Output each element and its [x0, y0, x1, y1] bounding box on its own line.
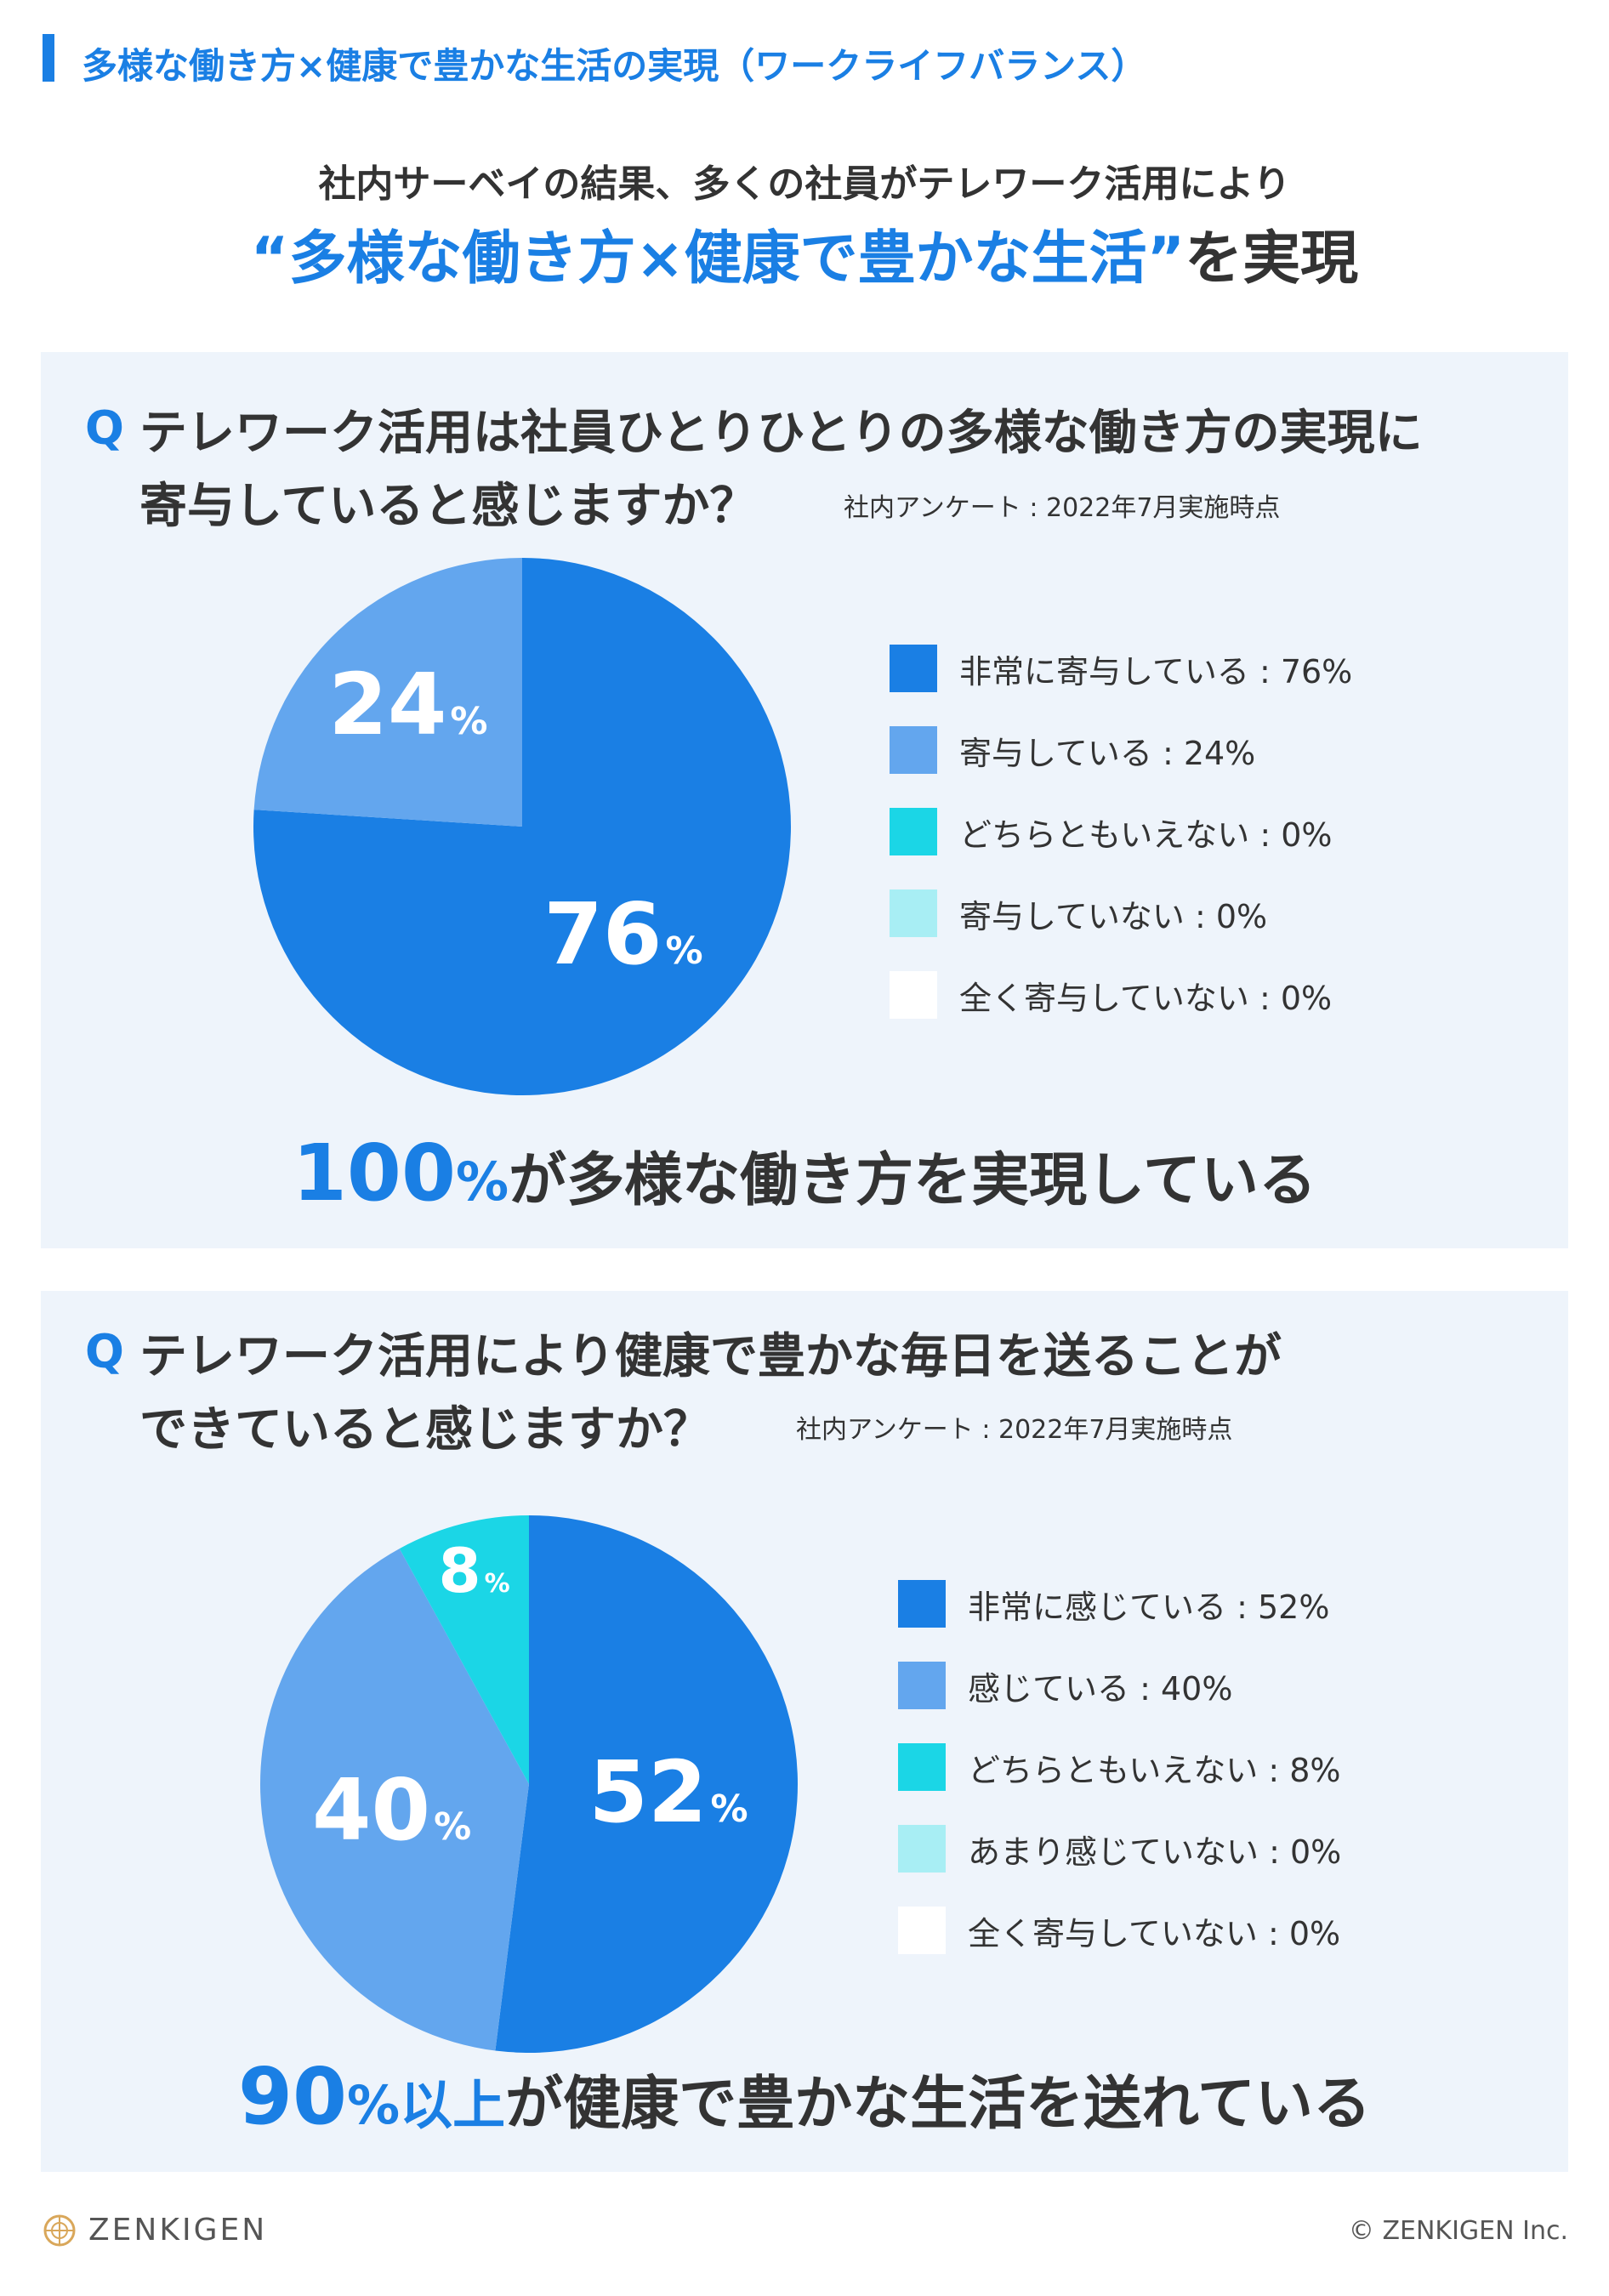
legend-item-3: どちらともいえない : 0% — [890, 791, 1352, 872]
legend-swatch — [890, 808, 937, 855]
legend-label: どちらともいえない : 0% — [959, 816, 1333, 854]
pie-slice-label-2: 24% — [328, 662, 487, 747]
legend-label: 非常に感じている : 52% — [968, 1588, 1330, 1626]
question-line-1: テレワーク活用により健康で豊かな毎日を送ることが — [139, 1329, 1282, 1384]
legend-swatch — [890, 726, 937, 774]
legend-1: 非常に寄与している : 76% 寄与している : 24% どちらともいえない : 0… — [890, 628, 1352, 1036]
conclusion-unit: % — [455, 1151, 509, 1213]
legend-label: 感じている : 40% — [968, 1669, 1233, 1708]
hero-title-accent: “多様な働き方×健康で豊かな生活” — [250, 225, 1185, 293]
pie-slice-unit: % — [484, 1569, 510, 1600]
conclusion-text: が健康で豊かな生活を送れている — [505, 2071, 1372, 2138]
pie-chart-1 — [253, 558, 791, 1095]
hero-title-rest: を実現 — [1185, 225, 1359, 293]
pie-chart-2 — [260, 1515, 798, 2053]
pie-slice-value: 24 — [328, 655, 447, 755]
legend-label: どちらともいえない : 8% — [968, 1751, 1341, 1789]
footer-logo: ZENKIGEN — [43, 2213, 267, 2248]
hero-subtitle: 社内サーベイの結果、多くの社員がテレワーク活用により — [318, 162, 1291, 206]
legend-item-2: 感じている : 40% — [898, 1645, 1341, 1726]
header-accent-bar — [43, 34, 54, 82]
pie-slice-label-2: 40% — [312, 1767, 472, 1853]
header-title: 多様な働き方×健康で豊かな生活の実現（ワークライフバランス） — [82, 45, 1147, 87]
question-mark: Q — [85, 401, 124, 455]
pie-slice-label-3: 8% — [438, 1540, 509, 1601]
legend-swatch — [890, 645, 937, 692]
legend-label: 全く寄与していない : 0% — [968, 1914, 1341, 1952]
pie-slice-1 — [495, 1515, 798, 2053]
conclusion-number: 100 — [292, 1128, 456, 1219]
conclusion-number: 90 — [237, 2051, 347, 2142]
legend-swatch — [898, 1580, 946, 1628]
pie-slice-3 — [399, 1515, 529, 1784]
conclusion-2: 90%以上が健康で豊かな生活を送れている — [41, 2051, 1568, 2142]
pie-slice-2 — [260, 1549, 529, 2051]
legend-item-3: どちらともいえない : 8% — [898, 1726, 1341, 1808]
legend-label: 寄与している : 24% — [959, 734, 1256, 772]
legend-label: 寄与していない : 0% — [959, 897, 1268, 935]
hero-title: “多様な働き方×健康で豊かな生活”を実現 — [0, 211, 1609, 295]
question-line-2: できていると感じますか？ — [139, 1402, 711, 1458]
pie-slice-value: 40 — [311, 1759, 431, 1860]
legend-item-2: 寄与している : 24% — [890, 709, 1352, 791]
legend-swatch — [898, 1662, 946, 1709]
legend-item-1: 非常に感じている : 52% — [898, 1563, 1341, 1645]
legend-item-4: あまり感じていない : 0% — [898, 1808, 1341, 1890]
question-mark: Q — [85, 1325, 124, 1378]
legend-swatch — [890, 889, 937, 937]
pie-slice-label-1: 76% — [543, 891, 703, 977]
legend-item-4: 寄与していない : 0% — [890, 872, 1352, 954]
pie-slice-unit: % — [710, 1787, 748, 1832]
pie-slice-unit: % — [434, 1804, 472, 1849]
conclusion-unit: %以上 — [346, 2074, 506, 2136]
legend-label: あまり感じていない : 0% — [968, 1833, 1342, 1871]
pie-slice-2 — [253, 558, 522, 827]
question-line-1: テレワーク活用は社員ひとりひとりの多様な働き方の実現に — [139, 406, 1423, 461]
legend-2: 非常に感じている : 52% 感じている : 40% どちらともいえない : 8% あ… — [898, 1563, 1341, 1971]
pie-slice-value: 76 — [543, 884, 662, 984]
pie-slice-label-1: 52% — [588, 1750, 748, 1835]
legend-item-1: 非常に寄与している : 76% — [890, 628, 1352, 709]
survey-note: 社内アンケート : 2022年7月実施時点 — [844, 493, 1281, 523]
footer-copyright: © ZENKIGEN Inc. — [1348, 2216, 1568, 2246]
legend-label: 非常に寄与している : 76% — [959, 652, 1353, 691]
legend-swatch — [898, 1907, 946, 1954]
legend-item-5: 全く寄与していない : 0% — [898, 1890, 1341, 1971]
pie-slice-unit: % — [665, 929, 703, 973]
pie-slice-value: 8 — [438, 1535, 481, 1607]
legend-swatch — [898, 1743, 946, 1791]
footer-brand: ZENKIGEN — [88, 2213, 268, 2248]
survey-note: 社内アンケート : 2022年7月実施時点 — [796, 1415, 1233, 1445]
conclusion-text: が多様な働き方を実現している — [509, 1147, 1317, 1214]
pie-slice-value: 52 — [588, 1742, 708, 1843]
conclusion-1: 100%が多様な働き方を実現している — [41, 1128, 1568, 1219]
pie-slice-unit: % — [450, 700, 488, 744]
zenkigen-emblem-icon — [43, 2214, 76, 2246]
legend-label: 全く寄与していない : 0% — [959, 979, 1333, 1017]
question-line-2: 寄与していると感じますか？ — [139, 479, 758, 534]
legend-swatch — [898, 1825, 946, 1873]
legend-item-5: 全く寄与していない : 0% — [890, 954, 1352, 1036]
survey-panel-2: Q テレワーク活用により健康で豊かな毎日を送ることが できていると感じますか？ … — [41, 1291, 1568, 2172]
legend-swatch — [890, 971, 937, 1019]
survey-panel-1: Q テレワーク活用は社員ひとりひとりの多様な働き方の実現に 寄与していると感じま… — [41, 352, 1568, 1248]
